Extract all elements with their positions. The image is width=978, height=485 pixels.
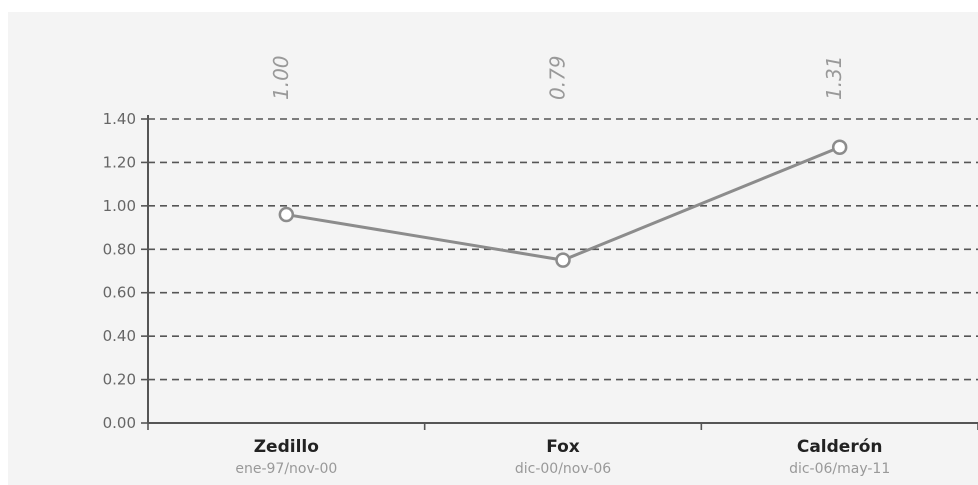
data-point-marker	[278, 206, 295, 223]
data-point-marker	[555, 252, 571, 268]
y-tick-label: 0.40	[103, 327, 136, 345]
y-tick-label: 0.60	[103, 284, 136, 302]
y-tick-label: 0.00	[103, 414, 136, 432]
data-label: 0.79	[546, 55, 570, 100]
axes	[141, 115, 978, 430]
y-tick-label: 1.20	[103, 153, 136, 171]
series-line-path	[286, 145, 841, 262]
data-label: 1.00	[269, 55, 293, 100]
data-point-marker	[831, 139, 848, 155]
y-tick-label: 0.80	[103, 240, 136, 258]
series-markers	[278, 139, 848, 268]
y-axis-tick-labels: 0.00 0.20 0.40 0.60 0.80 1.00 1.20 1.40	[103, 110, 136, 432]
grid-lines	[148, 118, 978, 381]
x-category-sublabel: ene-97/nov-00	[235, 461, 337, 477]
data-labels: 1.00 0.79 1.31	[269, 55, 846, 100]
series-line	[286, 145, 841, 262]
x-category-label: Fox	[546, 437, 580, 457]
y-tick-label: 1.40	[103, 110, 136, 128]
x-category-sublabel: dic-00/nov-06	[515, 461, 611, 477]
data-label: 1.31	[822, 55, 846, 100]
y-tick-label: 1.00	[103, 197, 136, 215]
x-category-sublabel: dic-06/may-11	[789, 461, 890, 477]
x-category-label: Calderón	[797, 437, 883, 457]
x-axis-category-labels: Zedillo ene-97/nov-00 Fox dic-00/nov-06 Cald…	[235, 437, 890, 477]
y-tick-label: 0.20	[103, 371, 136, 389]
x-category-label: Zedillo	[254, 437, 319, 457]
